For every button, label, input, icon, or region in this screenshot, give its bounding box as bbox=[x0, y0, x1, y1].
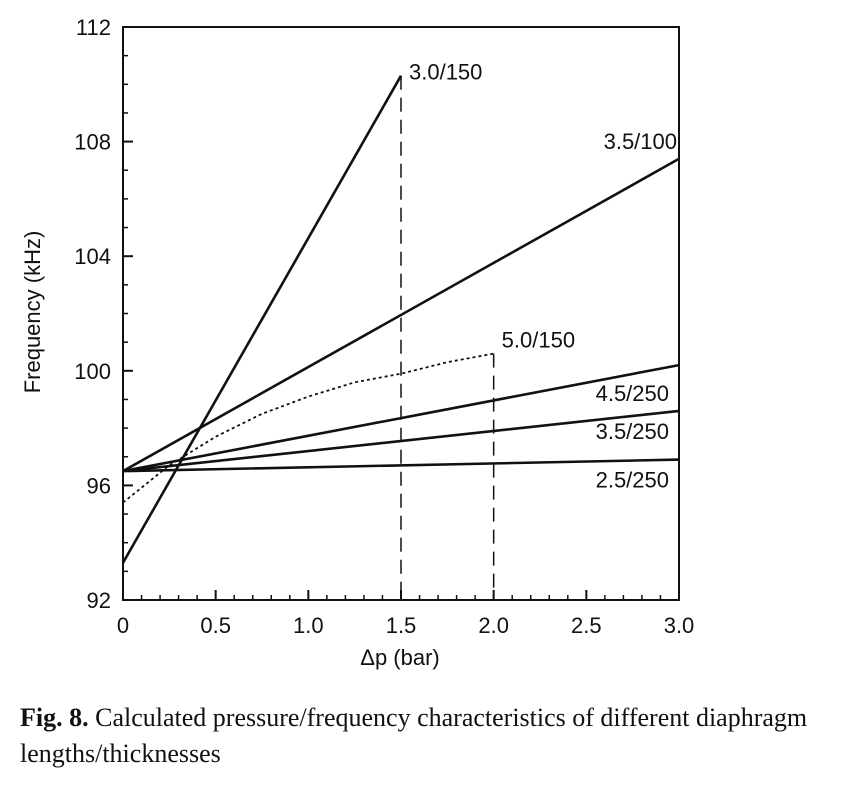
chart-marks bbox=[123, 76, 679, 600]
y-tick-label: 92 bbox=[87, 588, 111, 613]
series-label: 4.5/250 bbox=[596, 381, 669, 406]
x-tick-label: 3.0 bbox=[664, 613, 695, 638]
x-axis-label: Δp (bar) bbox=[360, 645, 440, 670]
series-label: 5.0/150 bbox=[502, 328, 575, 353]
x-tick-label: 1.0 bbox=[293, 613, 324, 638]
series-label: 3.5/250 bbox=[596, 419, 669, 444]
series-label: 2.5/250 bbox=[596, 468, 669, 493]
y-axis-label: Frequency (kHz) bbox=[20, 231, 45, 394]
x-tick-label: 2.5 bbox=[571, 613, 602, 638]
figure-caption: Fig. 8. Calculated pressure/frequency ch… bbox=[20, 700, 835, 772]
x-tick-label: 0 bbox=[117, 613, 129, 638]
series-label: 3.0/150 bbox=[409, 60, 482, 85]
series-label: 3.5/100 bbox=[604, 129, 677, 154]
x-tick-label: 1.5 bbox=[386, 613, 417, 638]
y-tick-label: 108 bbox=[74, 130, 111, 155]
series-line bbox=[123, 76, 401, 563]
y-tick-label: 96 bbox=[87, 473, 111, 498]
y-tick-label: 112 bbox=[76, 15, 111, 40]
x-tick-label: 0.5 bbox=[200, 613, 231, 638]
y-tick-label: 104 bbox=[74, 244, 111, 269]
axes: 0 0.5 1.0 1.5 2.0 2.5 3.0 92 96 100 104 108 112 bbox=[74, 15, 694, 638]
chart-labels: 3.0/150 3.5/100 5.0/150 4.5/250 3.5/250 2.5/2… bbox=[409, 60, 677, 493]
figure-label: Fig. 8. bbox=[20, 703, 89, 732]
pressure-frequency-chart: 0 0.5 1.0 1.5 2.0 2.5 3.0 92 96 100 104 108 112 3.0/… bbox=[0, 0, 841, 690]
x-tick-label: 2.0 bbox=[478, 613, 509, 638]
series-line bbox=[123, 354, 494, 503]
y-tick-label: 100 bbox=[74, 359, 111, 384]
caption-text: Calculated pressure/frequency characteri… bbox=[20, 703, 807, 768]
